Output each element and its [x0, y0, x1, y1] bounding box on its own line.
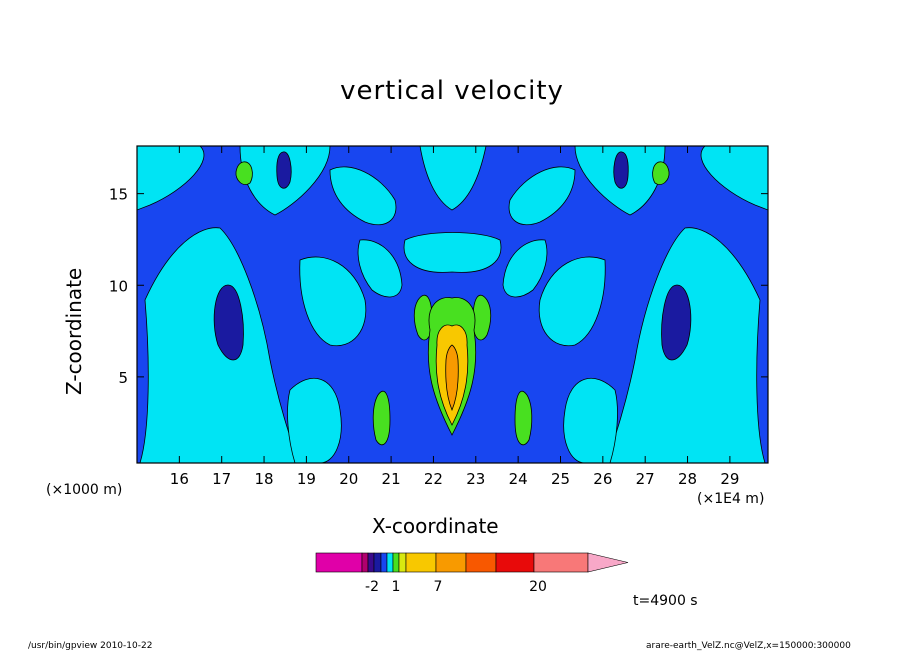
- footer-source: arare-earth_VelZ.nc@VelZ,x=150000:300000: [646, 641, 851, 651]
- x-tick-label: 22: [424, 470, 443, 488]
- colorbar-arrow: [587, 552, 629, 573]
- cyan-center-top: [419, 146, 487, 211]
- cyan-low-blob-right: [563, 377, 618, 463]
- cyan-mid-blob-left: [299, 256, 367, 347]
- x-tick-label: 26: [593, 470, 612, 488]
- colorbar-segment: [367, 552, 375, 573]
- colorbar-segment: [495, 552, 535, 573]
- x-tick-label: 20: [339, 470, 358, 488]
- cyan-inner-blob: [357, 239, 548, 298]
- colorbar-segment: [398, 552, 407, 573]
- colorbar-segment: [373, 552, 382, 573]
- cyan-upper-blob-left: [329, 166, 397, 226]
- x-tick-label: 18: [255, 470, 274, 488]
- cyan-low-blob-left: [287, 377, 342, 463]
- footer-program: /usr/bin/gpview 2010-10-22: [28, 641, 153, 651]
- green-side-blob: [413, 294, 492, 341]
- time-label: t=4900 s: [633, 593, 698, 609]
- colorbar-segment: [405, 552, 437, 573]
- contour-field: [137, 146, 768, 463]
- x-tick-label: 17: [212, 470, 231, 488]
- cyan-low-blob: [287, 377, 618, 463]
- x-tick-label: 25: [551, 470, 570, 488]
- y-tick-label: 10: [109, 277, 128, 295]
- colorbar-segment: [386, 552, 394, 573]
- cyan-inner-blob-left: [357, 239, 403, 298]
- y-tick-label: 15: [109, 186, 128, 204]
- x-tick-label: 29: [720, 470, 739, 488]
- colorbar-segment: [465, 552, 497, 573]
- x-tick-label: 19: [297, 470, 316, 488]
- dark-blue-top-left: [276, 151, 292, 189]
- cyan-center-mid: [403, 232, 502, 273]
- cyan-upper-blob-right: [508, 166, 576, 226]
- x-tick-label: 28: [678, 470, 697, 488]
- colorbar-segment: [361, 552, 369, 573]
- cyan-top-left: [137, 146, 768, 211]
- cyan-top-left-right: [700, 146, 768, 211]
- x-axis-label: X-coordinate: [372, 514, 499, 538]
- green-low-blob: [372, 390, 533, 446]
- x-tick-label: 21: [382, 470, 401, 488]
- dark-blue-top-right: [613, 151, 629, 189]
- green-low-blob-right: [514, 390, 533, 446]
- x-tick-label: 23: [466, 470, 485, 488]
- green-side-blob-right: [472, 294, 492, 341]
- y-tick-label: 5: [118, 369, 128, 387]
- dark-blue-top: [276, 151, 629, 189]
- chart-title: vertical velocity: [340, 76, 564, 106]
- green-top-blob-right: [652, 161, 670, 185]
- dark-blue-lobe-right: [661, 284, 692, 361]
- green-low-blob-left: [372, 390, 391, 446]
- plume-orange: [445, 344, 459, 412]
- colorbar-label: 7: [434, 579, 443, 595]
- colorbar-label: 20: [529, 579, 547, 595]
- colorbar-segment: [380, 552, 388, 573]
- cyan-upper-blob: [329, 166, 576, 226]
- colorbar-segment: [392, 552, 400, 573]
- colorbar-segment: [533, 552, 589, 573]
- x-tick-label: 27: [636, 470, 655, 488]
- cyan-inner-blob-right: [502, 239, 548, 298]
- x-unit-left: (×1000 m): [46, 482, 123, 498]
- colorbar-segment: [435, 552, 467, 573]
- x-unit-right: (×1E4 m): [697, 491, 765, 507]
- colorbar-label: 1: [392, 579, 401, 595]
- cyan-top-left-left: [137, 146, 205, 211]
- y-axis: 5 10 15: [109, 186, 768, 387]
- x-tick-label: 24: [509, 470, 528, 488]
- colorbar-label: -2: [365, 579, 379, 595]
- dark-blue-lobe: [213, 284, 692, 361]
- colorbar-segment: [315, 552, 363, 573]
- cyan-mid-blob: [299, 256, 606, 347]
- x-tick-label: 16: [170, 470, 189, 488]
- colorbar: -2 1 7 20: [315, 552, 629, 595]
- green-side-blob-left: [413, 294, 433, 341]
- x-axis: 16 17 18 19 20 21 22 23 24 25 26 27 28 29: [170, 146, 739, 488]
- dark-blue-lobe-left: [213, 284, 244, 361]
- plot-frame: [136, 145, 769, 464]
- cyan-mid-blob-right: [538, 256, 606, 347]
- green-top-blob-left: [235, 161, 253, 185]
- green-top-blob: [235, 161, 670, 185]
